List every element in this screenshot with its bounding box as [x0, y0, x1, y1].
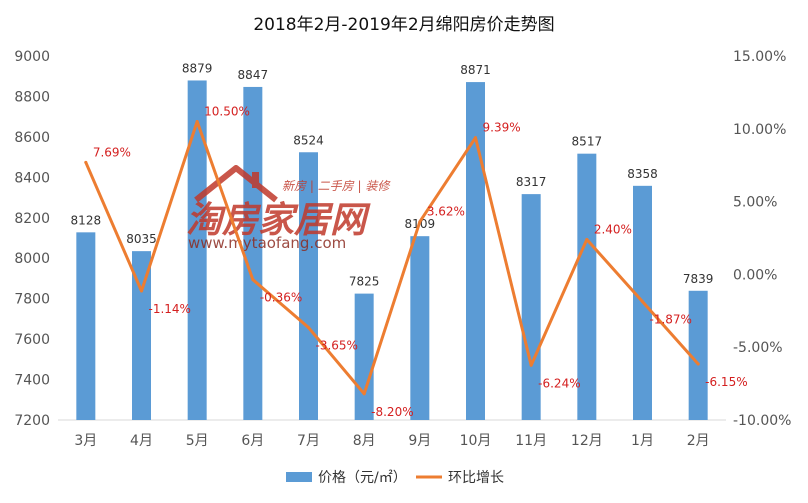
- legend-label-growth: 环比增长: [448, 470, 504, 486]
- price-bar: [521, 194, 541, 420]
- right-axis: 15.00% 10.00% 5.00% 0.00% -5.00% -10.00%: [733, 49, 791, 429]
- growth-value-labels: 7.69% -1.14% 10.50% -0.36% -3.65% -8.20% 3.62%…: [93, 105, 748, 419]
- bar-value-label: 7825: [349, 275, 380, 289]
- growth-value-label: -6.15%: [705, 375, 747, 389]
- house-logo-icon: [194, 165, 278, 203]
- growth-point: [140, 289, 143, 293]
- growth-point: [418, 220, 422, 224]
- x-tick-label: 11月: [515, 433, 547, 449]
- price-bar: [688, 290, 708, 420]
- x-tick-label: 10月: [460, 433, 492, 449]
- x-tick-label: 4月: [130, 433, 153, 449]
- growth-value-label: 10.50%: [204, 105, 250, 119]
- growth-value-label: -1.87%: [650, 313, 692, 327]
- price-bar: [76, 232, 96, 420]
- bar-value-label: 8517: [572, 135, 603, 149]
- left-tick-label: 8800: [14, 89, 50, 105]
- legend-swatch-price: [286, 472, 312, 482]
- bar-value-label: 8879: [182, 61, 213, 75]
- x-tick-label: 5月: [186, 433, 209, 449]
- watermark-logo-text: 淘房家居网: [186, 200, 371, 241]
- growth-value-label: 7.69%: [93, 145, 131, 159]
- price-bar: [299, 152, 318, 420]
- x-tick-label: 7月: [297, 433, 320, 449]
- left-tick-label: 9000: [14, 49, 50, 65]
- chart-title: 2018年2月-2019年2月绵阳房价走势图: [253, 15, 554, 35]
- growth-point: [696, 362, 700, 366]
- price-bar: [466, 82, 485, 420]
- left-tick-label: 7800: [14, 292, 50, 308]
- watermark: 新房 | 二手房 | 装修 淘房家居网 www.mytaofang.com: [186, 165, 391, 252]
- bar-value-label: 8035: [126, 232, 157, 246]
- growth-value-label: -0.36%: [260, 291, 302, 305]
- left-tick-label: 7600: [14, 332, 50, 348]
- left-tick-label: 7200: [14, 413, 50, 429]
- bar-value-label: 7839: [683, 272, 714, 286]
- right-tick-label: 10.00%: [733, 122, 786, 138]
- price-bars: [76, 80, 708, 421]
- x-tick-label: 2月: [687, 433, 710, 449]
- price-bar: [354, 293, 374, 420]
- price-bar: [410, 236, 430, 420]
- growth-value-label: 9.39%: [483, 121, 521, 135]
- left-tick-label: 8000: [14, 251, 50, 267]
- legend-label-price: 价格（元/㎡）: [318, 470, 407, 486]
- growth-point: [362, 392, 366, 396]
- growth-points: [84, 120, 700, 396]
- x-tick-label: 12月: [571, 433, 603, 449]
- growth-point: [529, 363, 533, 367]
- growth-value-label: 2.40%: [594, 222, 632, 236]
- growth-value-label: -8.20%: [371, 405, 413, 419]
- watermark-url-text: www.mytaofang.com: [188, 234, 346, 252]
- growth-point: [474, 136, 477, 140]
- x-tick-label: 9月: [408, 433, 431, 449]
- right-tick-label: 15.00%: [733, 49, 786, 65]
- growth-line: [84, 120, 700, 396]
- growth-value-label: -6.24%: [538, 376, 580, 390]
- left-tick-label: 8600: [14, 130, 50, 146]
- right-tick-label: 5.00%: [733, 195, 777, 211]
- legend: 价格（元/㎡） 环比增长: [286, 470, 504, 486]
- x-axis: 3月 4月 5月 6月 7月 8月 9月 10月 11月 12月 1月 2月: [58, 419, 726, 449]
- growth-point: [195, 120, 199, 124]
- right-tick-label: -5.00%: [733, 340, 783, 356]
- bar-value-label: 8871: [460, 63, 491, 77]
- bar-value-label: 8128: [71, 213, 102, 227]
- growth-point: [84, 160, 88, 164]
- growth-value-label: -1.14%: [149, 302, 191, 316]
- x-tick-label: 1月: [631, 433, 654, 449]
- price-bar: [577, 153, 597, 420]
- growth-value-label: -3.65%: [316, 339, 358, 353]
- growth-point: [641, 300, 644, 304]
- left-tick-label: 8400: [14, 170, 50, 186]
- left-tick-label: 7400: [14, 373, 50, 389]
- price-bar: [187, 80, 207, 421]
- left-tick-label: 8200: [14, 211, 50, 227]
- growth-point: [585, 237, 589, 241]
- x-tick-label: 8月: [353, 433, 376, 449]
- bar-value-label: 8524: [293, 133, 324, 147]
- x-tick-label: 6月: [241, 433, 264, 449]
- left-axis: 9000 8800 8600 8400 8200 8000 7800 7600 7400 7200: [14, 49, 50, 429]
- watermark-top-text: 新房 | 二手房 | 装修: [282, 179, 391, 193]
- price-bar: [243, 86, 263, 420]
- growth-point: [251, 278, 255, 282]
- right-tick-label: 0.00%: [733, 267, 777, 283]
- growth-point: [307, 326, 310, 330]
- bar-value-label: 8358: [627, 167, 658, 181]
- right-tick-label: -10.00%: [733, 413, 791, 429]
- growth-value-label: 3.62%: [427, 205, 465, 219]
- bar-value-label: 8847: [238, 68, 269, 82]
- bar-value-label: 8317: [516, 175, 547, 189]
- price-bar: [132, 251, 151, 420]
- x-tick-label: 3月: [74, 433, 97, 449]
